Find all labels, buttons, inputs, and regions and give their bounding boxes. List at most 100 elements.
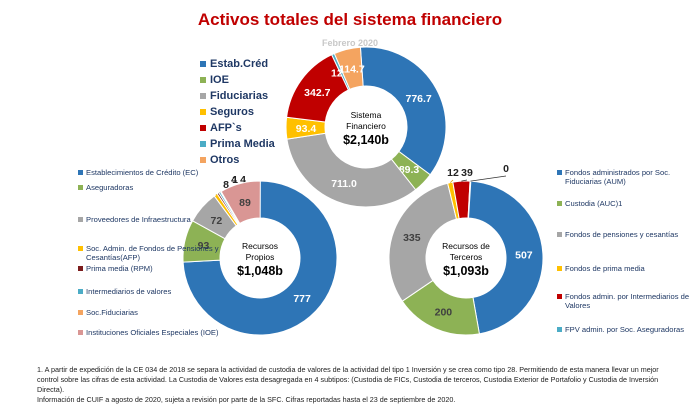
legend-label: Estab.Créd	[210, 58, 269, 70]
slice-terceros-5	[467, 180, 472, 219]
legend-item-sistema-1: IOE	[200, 72, 275, 88]
legend-label: FPV admin. por Soc. Aseguradoras	[565, 325, 685, 334]
center-label-sistema-2: Financiero	[346, 121, 386, 131]
data-label-terceros-4: 39	[461, 167, 473, 179]
legend-label: Proveedores de Infraestructura	[86, 215, 191, 224]
legend-swatch	[557, 294, 562, 299]
center-label-terceros-1: Recursos de	[442, 241, 490, 251]
leader-line-terceros-5	[470, 175, 507, 182]
legend-swatch	[557, 327, 562, 332]
slice-sistema-6	[333, 46, 364, 90]
legend-swatch	[78, 330, 83, 335]
legend-item-terceros-5: FPV admin. por Soc. Aseguradoras	[557, 325, 697, 334]
legend-label: AFP`s	[210, 122, 242, 134]
legend-label: Instituciones Oficiales Especiales (IOE)	[86, 328, 219, 337]
legend-swatch	[557, 266, 562, 271]
legend-label: Prima Media	[210, 138, 275, 150]
legend-label: Otros	[210, 154, 240, 166]
legend-swatch	[200, 141, 206, 147]
legend-swatch	[78, 246, 83, 251]
slice-sistema-0	[359, 46, 447, 176]
leader-line-terceros-4	[461, 179, 468, 182]
legend-item-sistema-4: AFP`s	[200, 120, 275, 136]
legend-item-terceros-3: Fondos de prima media	[557, 264, 697, 273]
legend-item-sistema-2: Fiduciarias	[200, 88, 275, 104]
legend-swatch	[78, 170, 83, 175]
legend-swatch	[78, 217, 83, 222]
data-label-sistema-6: 114.7	[339, 64, 365, 76]
legend-label: Fondos de prima media	[565, 264, 645, 273]
data-label-propios-7: 89	[239, 197, 251, 209]
legend-label: Fondos administrados por Soc. Fiduciaria…	[565, 168, 671, 186]
legend-label: Aseguradoras	[86, 183, 134, 192]
data-label-propios-0: 777	[293, 293, 311, 305]
legend-item-propios-0: Establecimientos de Crédito (EC)	[78, 168, 228, 177]
footnote: 1. A partir de expedición de la CE 034 d…	[37, 365, 667, 405]
legend-label: Establecimientos de Crédito (EC)	[86, 168, 199, 177]
legend-label: Fondos admin. por Intermediarios de Valo…	[565, 292, 690, 310]
center-value-terceros: $1,093b	[443, 264, 489, 278]
legend-item-propios-6: Soc.Fiduciarias	[78, 308, 228, 317]
legend-item-sistema-6: Otros	[200, 152, 275, 168]
data-label-sistema-4: 342.7	[304, 87, 330, 99]
data-label-sistema-3: 93.4	[296, 123, 317, 135]
slice-propios-7	[220, 180, 261, 225]
legend-sistema: Estab.Créd IOE Fiduciarias Seguros AFP`s Prim…	[200, 56, 275, 168]
legend-swatch	[200, 109, 206, 115]
legend-label: Fiduciarias	[210, 90, 269, 102]
data-label-propios-2: 72	[211, 215, 223, 227]
legend-label: IOE	[210, 74, 229, 86]
legend-item-sistema-5: Prima Media	[200, 136, 275, 152]
legend-swatch	[200, 93, 206, 99]
slice-propios-0	[182, 180, 338, 336]
center-label-propios-2: Propios	[246, 252, 275, 262]
legend-item-terceros-2: Fondos de pensiones y cesantías	[557, 230, 697, 239]
data-label-sistema-0: 776.7	[405, 93, 431, 105]
slice-terceros-2	[388, 182, 458, 302]
center-label-terceros-2: Terceros	[450, 252, 483, 262]
legend-swatch	[557, 232, 562, 237]
chart-subtitle: Febrero 2020	[321, 38, 379, 48]
data-label-terceros-2: 335	[403, 232, 421, 244]
legend-swatch	[557, 201, 562, 206]
legend-label: Intermediarios de valores	[86, 287, 172, 296]
legend-item-propios-1: Aseguradoras	[78, 183, 228, 192]
legend-swatch	[200, 61, 206, 67]
legend-label: Soc. Admin. de Fondos de Pensiones y Ces…	[86, 244, 219, 262]
legend-label: Soc.Fiduciarias	[86, 308, 138, 317]
center-value-propios: $1,048b	[237, 264, 283, 278]
data-label-propios-3: 8	[223, 179, 229, 191]
legend-swatch	[557, 170, 562, 175]
data-label-sistema-2: 711.0	[331, 178, 357, 190]
leader-line-terceros-3	[449, 179, 454, 183]
legend-item-propios-2: Proveedores de Infraestructura	[78, 215, 228, 224]
legend-item-propios-3: Soc. Admin. de Fondos de Pensiones y Ces…	[78, 244, 228, 262]
donut-sistema: 776.789.3711.093.4342.712.5114.7SistemaF…	[285, 46, 447, 208]
legend-swatch	[78, 289, 83, 294]
legend-item-terceros-1: Custodia (AUC)1	[557, 199, 697, 208]
data-label-propios-5: 4	[240, 174, 246, 186]
data-label-propios-4: 4	[231, 174, 237, 186]
legend-item-sistema-0: Estab.Créd	[200, 56, 275, 72]
legend-swatch	[78, 310, 83, 315]
data-label-terceros-5: 0	[503, 163, 509, 175]
legend-swatch	[200, 77, 206, 83]
slice-sistema-2	[286, 132, 417, 208]
legend-swatch	[200, 157, 206, 163]
data-label-propios-6: 1	[232, 174, 238, 186]
legend-item-propios-7: Instituciones Oficiales Especiales (IOE)	[78, 328, 228, 337]
legend-label: Custodia (AUC)1	[565, 199, 623, 208]
legend-item-propios-4: Prima media (RPM)	[78, 264, 228, 273]
legend-swatch	[200, 125, 206, 131]
legend-label: Fondos de pensiones y cesantías	[565, 230, 679, 239]
legend-swatch	[78, 266, 83, 271]
legend-item-terceros-0: Fondos administrados por Soc. Fiduciaria…	[557, 168, 697, 186]
legend-item-propios-5: Intermediarios de valores	[78, 287, 228, 296]
legend-label: Prima media (RPM)	[86, 264, 153, 273]
data-label-sistema-1: 89.3	[399, 164, 420, 176]
legend-label: Seguros	[210, 106, 255, 118]
footnote-line-1: 1. A partir de expedición de la CE 034 d…	[37, 365, 659, 394]
